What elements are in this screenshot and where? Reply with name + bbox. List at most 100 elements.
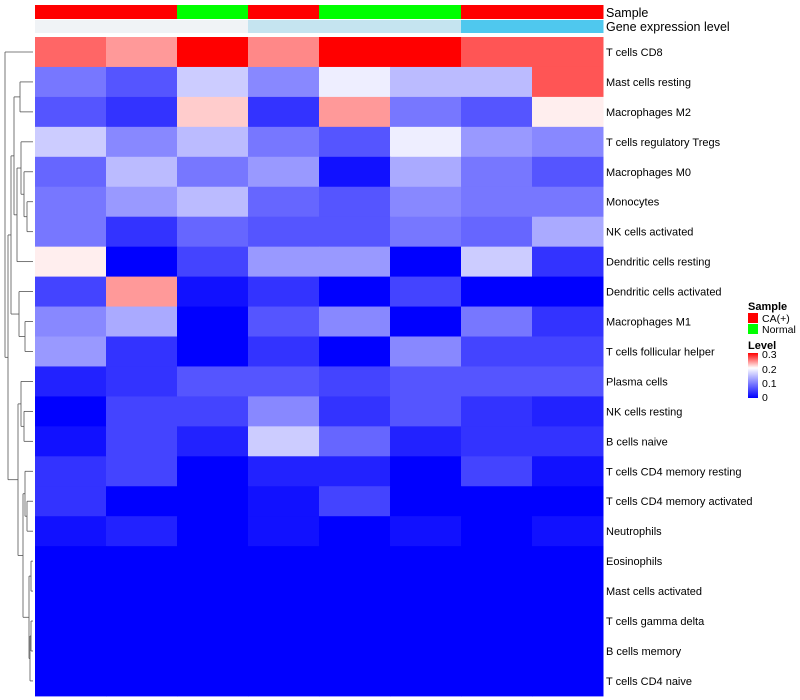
heatmap-cell [106, 336, 178, 367]
heatmap-cell [248, 156, 320, 188]
level-tick-0-3: 0.3 [762, 349, 777, 361]
row-label: B cells memory [606, 646, 682, 658]
heatmap-cell [177, 426, 249, 457]
heatmap-cell [177, 486, 249, 517]
heatmap-cell [248, 606, 320, 637]
heatmap-cell [177, 546, 249, 577]
sample-track-cell [461, 5, 533, 19]
heatmap-cell [461, 216, 533, 248]
row-labels: T cells CD8 Mast cells resting Macrophages… [606, 47, 753, 688]
heatmap-cell [106, 576, 178, 607]
row-label: T cells CD8 [606, 47, 663, 59]
heatmap-cell [177, 186, 249, 218]
row-label: NK cells activated [606, 227, 693, 239]
heatmap-cell [390, 336, 462, 367]
heatmap-cell [35, 306, 107, 337]
heatmap-cell [461, 37, 533, 68]
heatmap-cell [461, 366, 533, 397]
heatmap-cell [390, 306, 462, 337]
heatmap-cell [390, 96, 462, 128]
heatmap-cell [461, 636, 533, 667]
heatmap-cell [319, 156, 391, 188]
heatmap-cell [106, 306, 178, 337]
heatmap-cell [248, 426, 320, 457]
row-label: Plasma cells [606, 376, 668, 388]
heatmap-cell [532, 486, 604, 517]
heatmap-cell [106, 546, 178, 577]
heatmap-cell [248, 186, 320, 218]
heatmap-cell [248, 576, 320, 607]
heatmap-cell [461, 486, 533, 517]
annotation-tracks [35, 5, 604, 33]
heatmap-cell [532, 276, 604, 308]
heatmap-cell [390, 546, 462, 577]
row-label: NK cells resting [606, 406, 682, 418]
level-tick-0: 0 [762, 392, 768, 404]
heatmap-cell [106, 66, 178, 98]
heatmap-cell [35, 216, 107, 248]
heatmap-cell [248, 246, 320, 278]
heatmap-cell [532, 426, 604, 457]
heatmap-cell [106, 486, 178, 517]
heatmap-cell [461, 516, 533, 547]
heatmap-cell [532, 246, 604, 278]
heatmap-cell [532, 156, 604, 188]
row-label: T cells CD4 memory activated [606, 496, 753, 508]
heatmap-cell [106, 37, 178, 68]
heatmap-cell [390, 636, 462, 667]
heatmap-cell [390, 456, 462, 487]
heatmap-cell [35, 426, 107, 457]
heatmap-cell [319, 516, 391, 547]
heatmap-cell [35, 156, 107, 188]
heatmap-cell [390, 516, 462, 547]
heatmap-cell [532, 306, 604, 337]
heatmap-cell [390, 186, 462, 218]
row-label: T cells CD4 naive [606, 676, 692, 688]
heatmap-cell [177, 366, 249, 397]
heatmap-cell [35, 456, 107, 487]
heatmap-cell [319, 246, 391, 278]
heatmap-cell [35, 636, 107, 667]
heatmap-cell [35, 276, 107, 308]
heatmap-cell [35, 516, 107, 547]
heatmap-cell [390, 66, 462, 98]
heatmap-cell [461, 276, 533, 308]
heatmap-cell [177, 96, 249, 128]
heatmap-cell [248, 336, 320, 367]
level-tick-0-2: 0.2 [762, 364, 777, 376]
heatmap-cell [532, 576, 604, 607]
heatmap-cell [177, 396, 249, 427]
heatmap-cell [532, 37, 604, 68]
heatmap-cell [319, 66, 391, 98]
heatmap-cell [390, 486, 462, 517]
gene-level-track-cell [390, 20, 462, 33]
heatmap-cell [461, 426, 533, 457]
heatmap-cell [390, 606, 462, 637]
heatmap-cell [319, 546, 391, 577]
heatmap-cell [177, 456, 249, 487]
heatmap-cell [461, 96, 533, 128]
sample-track-cell [106, 5, 178, 19]
heatmap-cell [177, 126, 249, 158]
heatmap-cell [35, 546, 107, 577]
heatmap-cell [390, 37, 462, 68]
heatmap-cell [106, 456, 178, 487]
heatmap-cell [461, 546, 533, 577]
heatmap-cell [248, 37, 320, 68]
heatmap-cell [248, 396, 320, 427]
heatmap-cell [177, 276, 249, 308]
heatmap-cell [248, 665, 320, 697]
heatmap-cell [319, 186, 391, 218]
heatmap-cell [106, 216, 178, 248]
heatmap-cell [390, 576, 462, 607]
row-label: Monocytes [606, 197, 660, 209]
level-tick-0-1: 0.1 [762, 378, 777, 390]
heatmap-cell [177, 516, 249, 547]
heatmap-cell [35, 336, 107, 367]
heatmap-cell [106, 636, 178, 667]
gene-level-track-cell [177, 20, 249, 33]
heatmap-cell [319, 336, 391, 367]
row-label: Dendritic cells activated [606, 287, 722, 299]
gene-level-track-cell [35, 20, 107, 33]
heatmap-cell [461, 576, 533, 607]
